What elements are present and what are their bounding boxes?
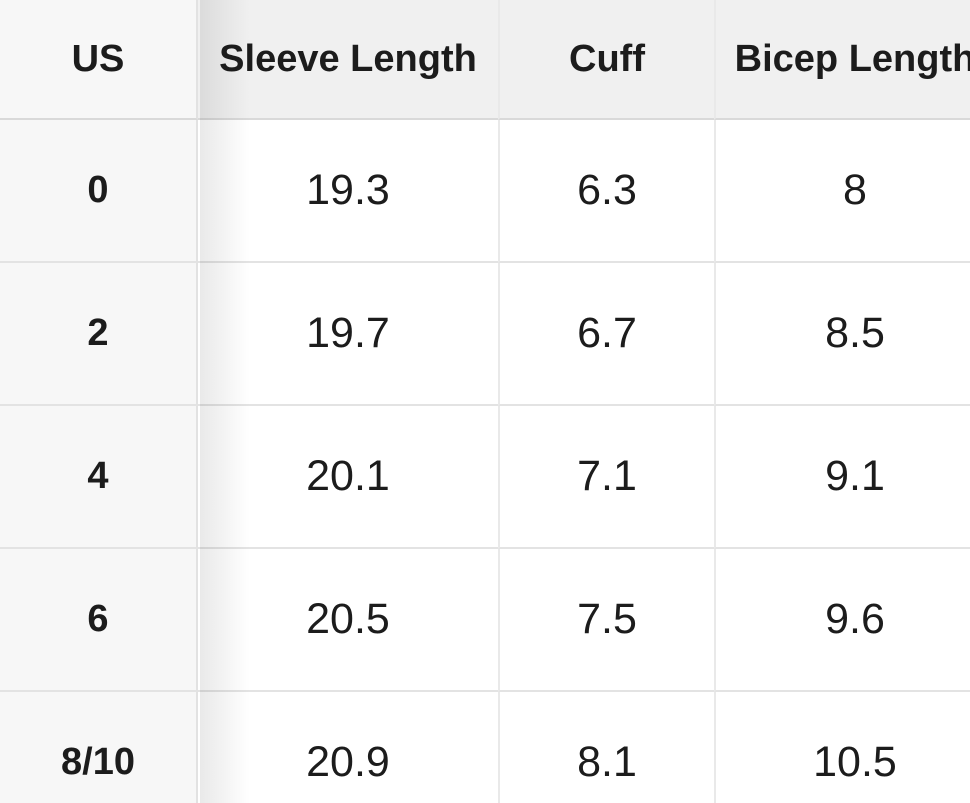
table-row: 2 19.7 6.7 8.5 xyxy=(0,263,970,406)
cell-cuff: 7.1 xyxy=(498,406,714,549)
cell-sleeve-length: 20.5 xyxy=(198,549,498,692)
header-row: US Sleeve Length Cuff Bicep Length xyxy=(0,0,970,120)
table-row: 8/10 20.9 8.1 10.5 xyxy=(0,692,970,803)
cell-cuff: 6.7 xyxy=(498,263,714,406)
row-header-us-size: 4 xyxy=(0,406,198,549)
cell-cuff: 7.5 xyxy=(498,549,714,692)
cell-sleeve-length: 19.3 xyxy=(198,120,498,263)
row-header-us-size: 8/10 xyxy=(0,692,198,803)
row-header-us-size: 6 xyxy=(0,549,198,692)
column-header-sleeve-length: Sleeve Length xyxy=(198,0,498,120)
cell-bicep-length: 10.5 xyxy=(714,692,970,803)
cell-cuff: 8.1 xyxy=(498,692,714,803)
cell-sleeve-length: 20.1 xyxy=(198,406,498,549)
table-row: 6 20.5 7.5 9.6 xyxy=(0,549,970,692)
row-header-us-size: 2 xyxy=(0,263,198,406)
table-row: 0 19.3 6.3 8 xyxy=(0,120,970,263)
table-row: 4 20.1 7.1 9.1 xyxy=(0,406,970,549)
cell-bicep-length: 8 xyxy=(714,120,970,263)
column-header-us: US xyxy=(0,0,198,120)
cell-bicep-length: 9.6 xyxy=(714,549,970,692)
cell-sleeve-length: 19.7 xyxy=(198,263,498,406)
cell-cuff: 6.3 xyxy=(498,120,714,263)
cell-bicep-length: 8.5 xyxy=(714,263,970,406)
cell-bicep-length: 9.1 xyxy=(714,406,970,549)
column-header-bicep-length: Bicep Length xyxy=(714,0,970,120)
column-header-cuff: Cuff xyxy=(498,0,714,120)
cell-sleeve-length: 20.9 xyxy=(198,692,498,803)
row-header-us-size: 0 xyxy=(0,120,198,263)
